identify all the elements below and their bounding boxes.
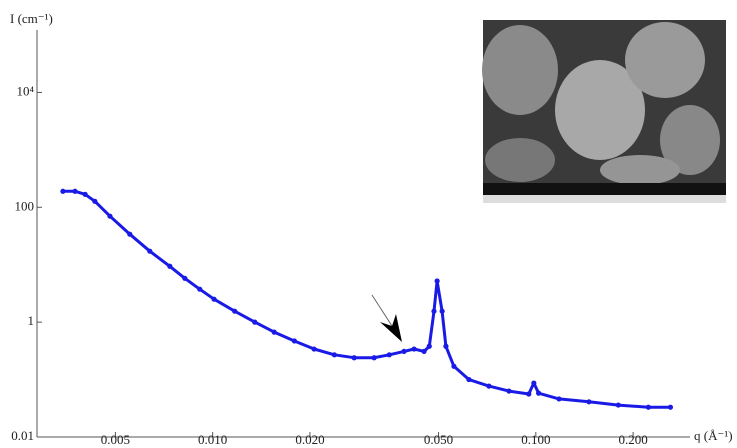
- data-point: [421, 348, 427, 354]
- data-point: [526, 391, 532, 397]
- x-tick-label: 0.010: [198, 432, 227, 447]
- y-tick-label: 1: [28, 313, 35, 328]
- data-point: [386, 352, 392, 358]
- data-point: [291, 338, 297, 344]
- data-point: [92, 198, 98, 204]
- data-point: [431, 308, 437, 314]
- data-point: [556, 396, 562, 402]
- data-point: [371, 355, 377, 361]
- data-point: [645, 404, 651, 410]
- x-tick-label: 0.200: [618, 432, 647, 447]
- data-point: [443, 343, 449, 349]
- arrow-head: [380, 314, 402, 342]
- data-point: [331, 352, 337, 358]
- y-tick-label: 10⁴: [16, 83, 34, 98]
- data-point: [82, 191, 88, 197]
- data-point: [211, 296, 217, 302]
- x-tick-label: 0.020: [295, 432, 324, 447]
- inset-info-bar: [483, 183, 726, 195]
- data-point: [451, 363, 457, 369]
- data-point: [147, 248, 153, 254]
- data-point: [411, 346, 417, 352]
- data-point: [252, 319, 258, 325]
- data-point: [107, 213, 113, 219]
- data-point: [311, 346, 317, 352]
- grain: [625, 22, 705, 98]
- data-point: [167, 263, 173, 269]
- data-point: [72, 188, 78, 194]
- data-point: [535, 390, 542, 396]
- data-point: [426, 343, 432, 349]
- grain: [600, 155, 680, 185]
- data-point: [401, 348, 407, 354]
- data-point: [271, 329, 277, 335]
- grain: [660, 105, 720, 175]
- data-point: [434, 278, 440, 284]
- data-point: [351, 355, 357, 361]
- data-point: [486, 383, 492, 389]
- series-trace: [62, 189, 671, 409]
- grain: [555, 60, 645, 160]
- data-point: [615, 402, 621, 408]
- data-point: [586, 399, 592, 405]
- inset-footer: [483, 195, 726, 203]
- grain: [485, 138, 555, 182]
- arrow-shaft: [371, 294, 393, 327]
- data-point: [439, 308, 445, 314]
- data-point: [667, 404, 674, 410]
- data-point: [60, 188, 66, 194]
- data-point: [506, 388, 512, 394]
- x-tick-label: 0.005: [101, 432, 130, 447]
- x-axis-label: q (Å⁻¹): [694, 428, 733, 443]
- data-point: [232, 308, 238, 314]
- y-tick-label: 100: [15, 198, 35, 213]
- data-point: [197, 286, 203, 292]
- data-point: [127, 231, 133, 237]
- y-tick-label: 0.01: [11, 428, 34, 443]
- data-point: [182, 275, 188, 281]
- y-axis-label: I (cm⁻¹): [10, 11, 53, 26]
- data-point: [531, 380, 537, 386]
- annotation-arrow: [371, 294, 402, 342]
- x-tick-label: 0.100: [521, 432, 550, 447]
- plot-area: [60, 188, 674, 410]
- data-point: [466, 376, 472, 383]
- grain: [482, 25, 558, 115]
- x-tick-label: 0.050: [424, 432, 453, 447]
- inset-image: [482, 20, 726, 203]
